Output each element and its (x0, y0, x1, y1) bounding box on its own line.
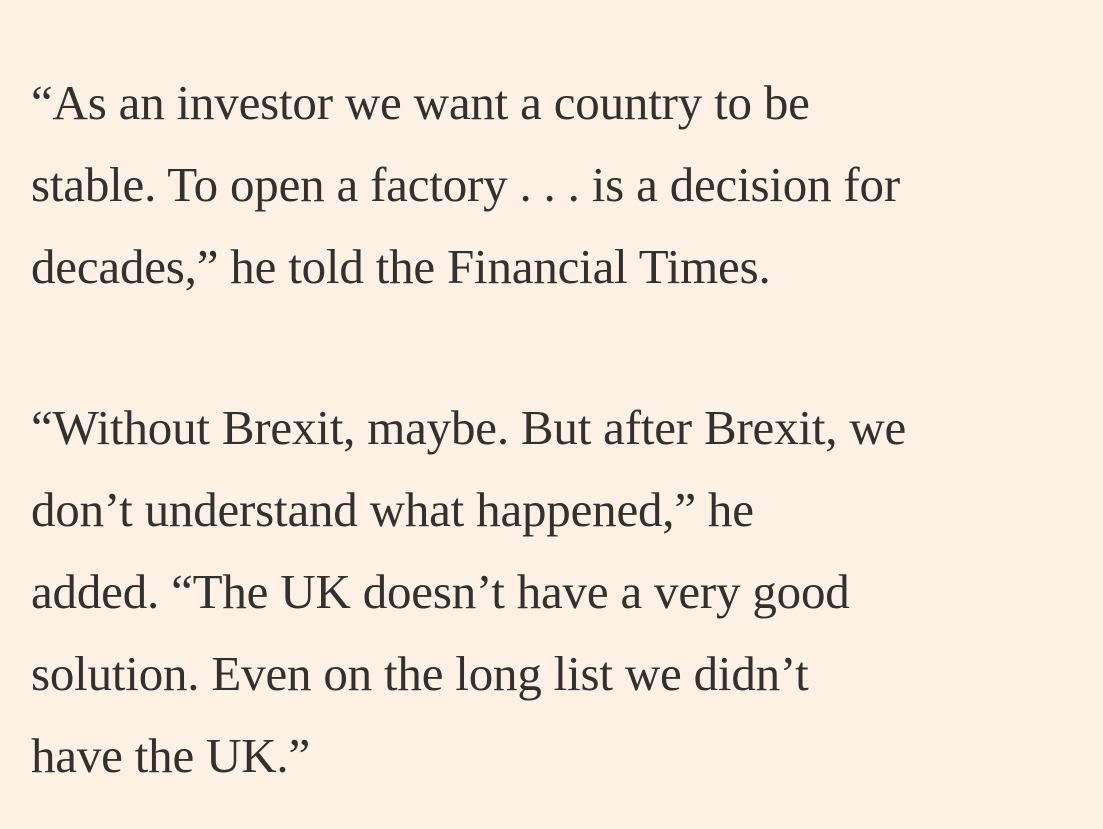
text-line: added. “The UK doesn’t have a very good (31, 564, 850, 619)
text-line: decades,” he told the Financial Times. (31, 239, 771, 294)
article-body: “As an investor we want a country to be … (31, 62, 1093, 797)
text-line: “As an investor we want a country to be (31, 75, 810, 130)
quote-paragraph-2: “Without Brexit, maybe. But after Brexit… (31, 387, 1093, 797)
text-line: “Without Brexit, maybe. But after Brexit… (31, 400, 907, 455)
text-line: have the UK.” (31, 728, 311, 783)
text-line: stable. To open a factory . . . is a dec… (31, 157, 900, 212)
text-line: solution. Even on the long list we didn’… (31, 646, 809, 701)
quote-paragraph-1: “As an investor we want a country to be … (31, 62, 1093, 308)
text-line: don’t understand what happened,” he (31, 482, 754, 537)
